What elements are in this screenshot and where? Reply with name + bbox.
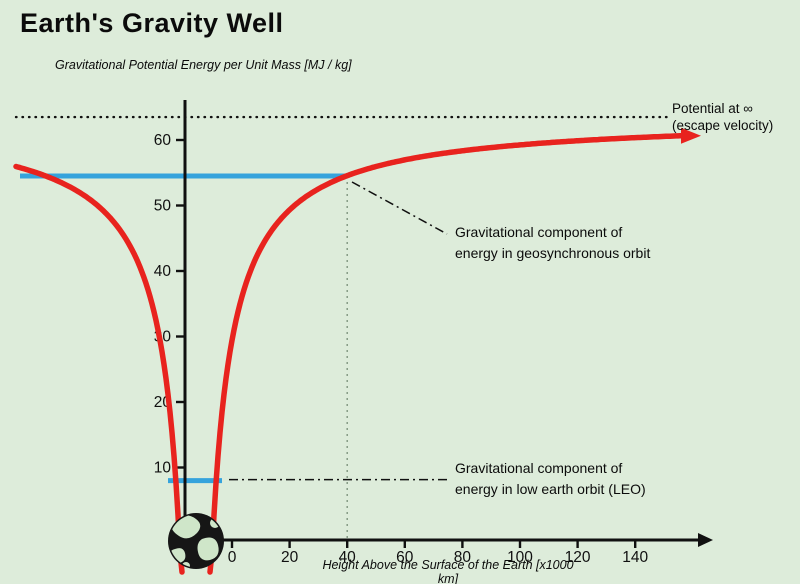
y-axis-title: Gravitational Potential Energy per Unit … xyxy=(55,58,352,72)
earth-globe xyxy=(168,513,224,569)
gravity-curve-right xyxy=(207,132,685,575)
geo-note-line2: energy in geosynchronous orbit xyxy=(455,245,651,261)
leo-orbit-annotation: Gravitational component of energy in low… xyxy=(455,458,646,500)
chart-title: Earth's Gravity Well xyxy=(20,8,284,38)
x-tick-label: 0 xyxy=(228,549,237,566)
y-tick-label: 60 xyxy=(154,132,172,149)
geo-orbit-annotation: Gravitational component of energy in geo… xyxy=(455,222,650,264)
x-axis-title: Height Above the Surface of the Earth [x… xyxy=(322,558,574,584)
escape-label-line2: (escape velocity) xyxy=(672,117,774,133)
x-tick-label: 140 xyxy=(622,549,648,566)
x-tick-label: 80 xyxy=(454,549,472,566)
escape-label-line1: Potential at ∞ xyxy=(672,101,753,116)
escape-potential-label: Potential at ∞ (escape velocity) xyxy=(672,101,773,134)
leo-note-line2: energy in low earth orbit (LEO) xyxy=(455,481,646,497)
y-tick-label: 50 xyxy=(154,198,172,215)
y-tick-label: 40 xyxy=(154,263,172,280)
x-tick-label: 100 xyxy=(507,549,533,566)
geo-annotation-pointer xyxy=(351,181,448,235)
curve-arrowhead xyxy=(681,127,701,144)
x-tick-label: 40 xyxy=(339,549,357,566)
leo-note-line1: Gravitational component of xyxy=(455,460,623,476)
x-tick-label: 20 xyxy=(281,549,299,566)
y-tick-label: 10 xyxy=(154,460,172,477)
gravity-curve-left xyxy=(13,163,185,575)
x-tick-label: 120 xyxy=(565,549,591,566)
geo-note-line1: Gravitational component of xyxy=(455,224,623,240)
x-tick-label: 60 xyxy=(396,549,414,566)
x-axis-arrowhead xyxy=(698,533,713,547)
